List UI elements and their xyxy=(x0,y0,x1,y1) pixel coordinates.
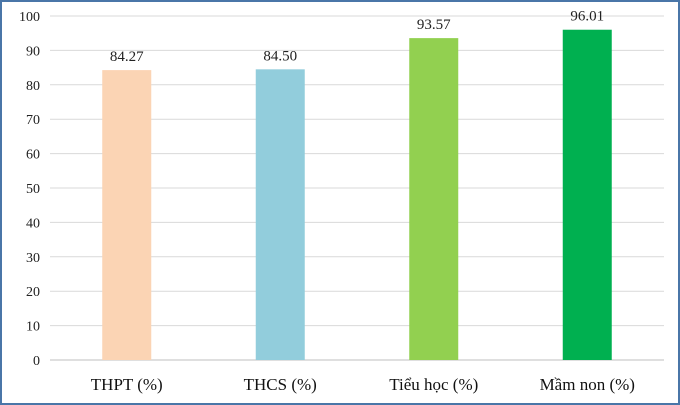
y-tick-label-60: 60 xyxy=(26,148,40,163)
data-label-2: 84.50 xyxy=(263,48,297,64)
y-tick-label-30: 30 xyxy=(26,251,40,266)
y-tick-label-10: 10 xyxy=(26,320,40,335)
y-tick-label-50: 50 xyxy=(26,182,40,197)
y-tick-label-20: 20 xyxy=(26,285,40,300)
gridlines xyxy=(50,15,664,361)
category-label-4: Mầm non (%) xyxy=(540,375,635,394)
bar-4 xyxy=(562,29,612,361)
y-axis-tick-labels: 0 10 20 30 40 50 60 70 80 90 100 xyxy=(19,10,40,369)
bar-2 xyxy=(255,69,305,360)
y-tick-label-80: 80 xyxy=(26,79,40,94)
y-tick-label-0: 0 xyxy=(33,354,40,369)
y-tick-label-90: 90 xyxy=(26,44,40,59)
bars xyxy=(102,29,612,361)
data-label-3: 93.57 xyxy=(417,17,451,33)
data-label-4: 96.01 xyxy=(570,9,604,25)
data-label-1: 84.27 xyxy=(110,49,144,65)
bar-3 xyxy=(409,38,459,360)
bar-1 xyxy=(102,70,152,360)
y-tick-label-70: 70 xyxy=(26,113,40,128)
category-labels: THPT (%) THCS (%) Tiểu học (%) Mầm non (%) xyxy=(91,375,635,394)
data-labels: 84.27 84.50 93.57 96.01 xyxy=(110,9,604,65)
category-label-3: Tiểu học (%) xyxy=(389,375,478,394)
category-label-2: THCS (%) xyxy=(244,375,317,394)
y-tick-label-100: 100 xyxy=(19,10,40,25)
category-label-1: THPT (%) xyxy=(91,375,163,394)
y-tick-label-40: 40 xyxy=(26,216,40,231)
